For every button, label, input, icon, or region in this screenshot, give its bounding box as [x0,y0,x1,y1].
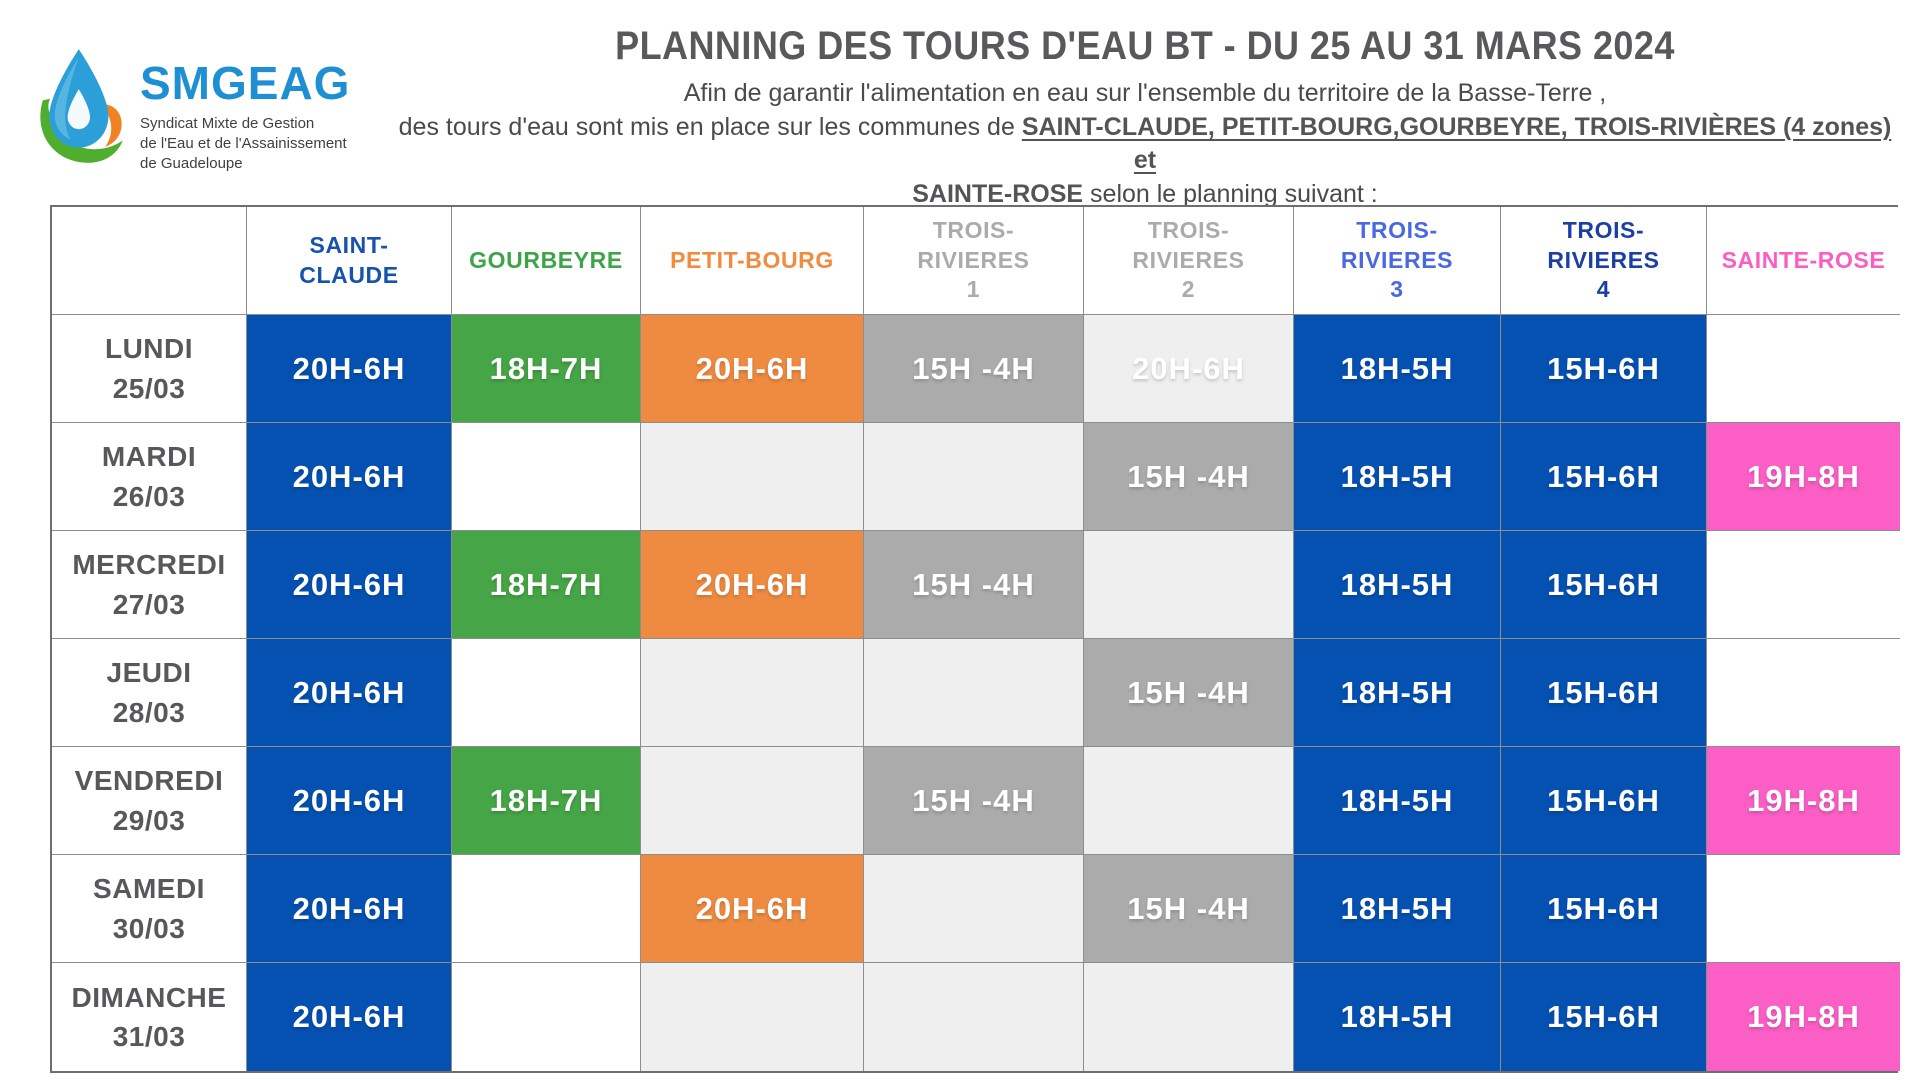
brand-subtitle-line1: Syndicat Mixte de Gestion [140,115,315,132]
cell-jeudi-sainte-rose [1707,639,1900,747]
page-title: PLANNING DES TOURS D'EAU BT - DU 25 AU 3… [615,24,1675,68]
cell-mardi-saint-claude: 20H-6H [247,423,452,531]
row-day-mardi: MARDI 26/03 [52,423,247,531]
column-header-trois-rivieres-3: TROIS- RIVIERES 3 [1294,207,1501,315]
logo-text: SMGEAG Syndicat Mixte de Gestion de l'Ea… [140,60,350,173]
cell-mardi-trois-rivieres-1 [864,423,1084,531]
cell-mardi-trois-rivieres-4: 15H-6H [1501,423,1707,531]
cell-jeudi-trois-rivieres-2: 15H -4H [1084,639,1294,747]
column-header-trois-rivieres-4: TROIS- RIVIERES 4 [1501,207,1707,315]
intro-line2-normal: des tours d'eau sont mis en place sur le… [398,112,1022,141]
intro-text: Afin de garantir l'alimentation en eau s… [390,77,1900,211]
intro-line2-communes: SAINT-CLAUDE, PETIT-BOURG,GOURBEYRE, TRO… [1021,112,1892,175]
cell-dimanche-trois-rivieres-1 [864,963,1084,1071]
cell-dimanche-saint-claude: 20H-6H [247,963,452,1071]
cell-vendredi-saint-claude: 20H-6H [247,747,452,855]
planning-table: SAINT- CLAUDE GOURBEYRE PETIT-BOURG TROIS- RI… [50,205,1900,1073]
cell-samedi-trois-rivieres-3: 18H-5H [1294,855,1501,963]
cell-mercredi-petit-bourg: 20H-6H [641,531,864,639]
row-day-vendredi: VENDREDI 29/03 [52,747,247,855]
cell-jeudi-trois-rivieres-3: 18H-5H [1294,639,1501,747]
column-header-trois-rivieres-1: TROIS- RIVIERES 1 [864,207,1084,315]
cell-vendredi-petit-bourg [641,747,864,855]
smgeag-logo: SMGEAG Syndicat Mixte de Gestion de l'Ea… [0,0,390,200]
intro-line3-normal: selon le planning suivant : [1083,179,1378,208]
cell-mercredi-trois-rivieres-2 [1084,531,1294,639]
cell-vendredi-trois-rivieres-1: 15H -4H [864,747,1084,855]
cell-jeudi-trois-rivieres-4: 15H-6H [1501,639,1707,747]
cell-lundi-saint-claude: 20H-6H [247,315,452,423]
cell-jeudi-gourbeyre [452,639,641,747]
row-day-samedi: SAMEDI 30/03 [52,855,247,963]
cell-samedi-trois-rivieres-2: 15H -4H [1084,855,1294,963]
water-drop-logo-icon [40,49,123,163]
title-block: PLANNING DES TOURS D'EAU BT - DU 25 AU 3… [390,0,1920,208]
intro-line3-commune: SAINTE-ROSE [912,179,1084,208]
cell-mercredi-trois-rivieres-3: 18H-5H [1294,531,1501,639]
cell-mercredi-saint-claude: 20H-6H [247,531,452,639]
cell-mardi-trois-rivieres-2: 15H -4H [1084,423,1294,531]
cell-vendredi-gourbeyre: 18H-7H [452,747,641,855]
cell-samedi-trois-rivieres-4: 15H-6H [1501,855,1707,963]
intro-line1: Afin de garantir l'alimentation en eau s… [683,79,1607,107]
column-header-petit-bourg: PETIT-BOURG [641,207,864,315]
cell-dimanche-gourbeyre [452,963,641,1071]
row-day-mercredi: MERCREDI 27/03 [52,531,247,639]
column-header-trois-rivieres-2: TROIS- RIVIERES 2 [1084,207,1294,315]
brand-name: SMGEAG [140,57,351,109]
cell-lundi-trois-rivieres-4: 15H-6H [1501,315,1707,423]
brand-subtitle: Syndicat Mixte de Gestion de l'Eau et de… [140,114,350,173]
brand-subtitle-line3: de Guadeloupe [140,154,243,172]
cell-vendredi-sainte-rose: 19H-8H [1707,747,1900,855]
cell-mercredi-trois-rivieres-4: 15H-6H [1501,531,1707,639]
column-header-gourbeyre: GOURBEYRE [452,207,641,315]
cell-dimanche-trois-rivieres-2 [1084,963,1294,1071]
cell-samedi-saint-claude: 20H-6H [247,855,452,963]
cell-mardi-trois-rivieres-3: 18H-5H [1294,423,1501,531]
cell-mardi-gourbeyre [452,423,641,531]
column-header-sainte-rose: SAINTE-ROSE [1707,207,1900,315]
cell-samedi-sainte-rose [1707,855,1900,963]
cell-jeudi-petit-bourg [641,639,864,747]
cell-mercredi-gourbeyre: 18H-7H [452,531,641,639]
cell-mercredi-trois-rivieres-1: 15H -4H [864,531,1084,639]
cell-dimanche-sainte-rose: 19H-8H [1707,963,1900,1071]
row-day-lundi: LUNDI 25/03 [52,315,247,423]
cell-lundi-trois-rivieres-2: 20H-6H [1084,315,1294,423]
cell-lundi-petit-bourg: 20H-6H [641,315,864,423]
cell-mardi-sainte-rose: 19H-8H [1707,423,1900,531]
page-header: SMGEAG Syndicat Mixte de Gestion de l'Ea… [0,0,1920,208]
cell-dimanche-trois-rivieres-3: 18H-5H [1294,963,1501,1071]
brand-subtitle-line2: de l'Eau et de l'Assainissement [140,134,347,152]
cell-samedi-trois-rivieres-1 [864,855,1084,963]
cell-lundi-sainte-rose [1707,315,1900,423]
row-day-dimanche: DIMANCHE 31/03 [52,963,247,1071]
cell-samedi-petit-bourg: 20H-6H [641,855,864,963]
cell-jeudi-trois-rivieres-1 [864,639,1084,747]
cell-samedi-gourbeyre [452,855,641,963]
cell-vendredi-trois-rivieres-3: 18H-5H [1294,747,1501,855]
column-header-days [52,207,247,315]
cell-lundi-trois-rivieres-1: 15H -4H [864,315,1084,423]
cell-mardi-petit-bourg [641,423,864,531]
cell-mercredi-sainte-rose [1707,531,1900,639]
cell-vendredi-trois-rivieres-2 [1084,747,1294,855]
cell-vendredi-trois-rivieres-4: 15H-6H [1501,747,1707,855]
cell-jeudi-saint-claude: 20H-6H [247,639,452,747]
row-day-jeudi: JEUDI 28/03 [52,639,247,747]
cell-lundi-trois-rivieres-3: 18H-5H [1294,315,1501,423]
cell-dimanche-trois-rivieres-4: 15H-6H [1501,963,1707,1071]
cell-dimanche-petit-bourg [641,963,864,1071]
column-header-saint-claude: SAINT- CLAUDE [247,207,452,315]
cell-lundi-gourbeyre: 18H-7H [452,315,641,423]
